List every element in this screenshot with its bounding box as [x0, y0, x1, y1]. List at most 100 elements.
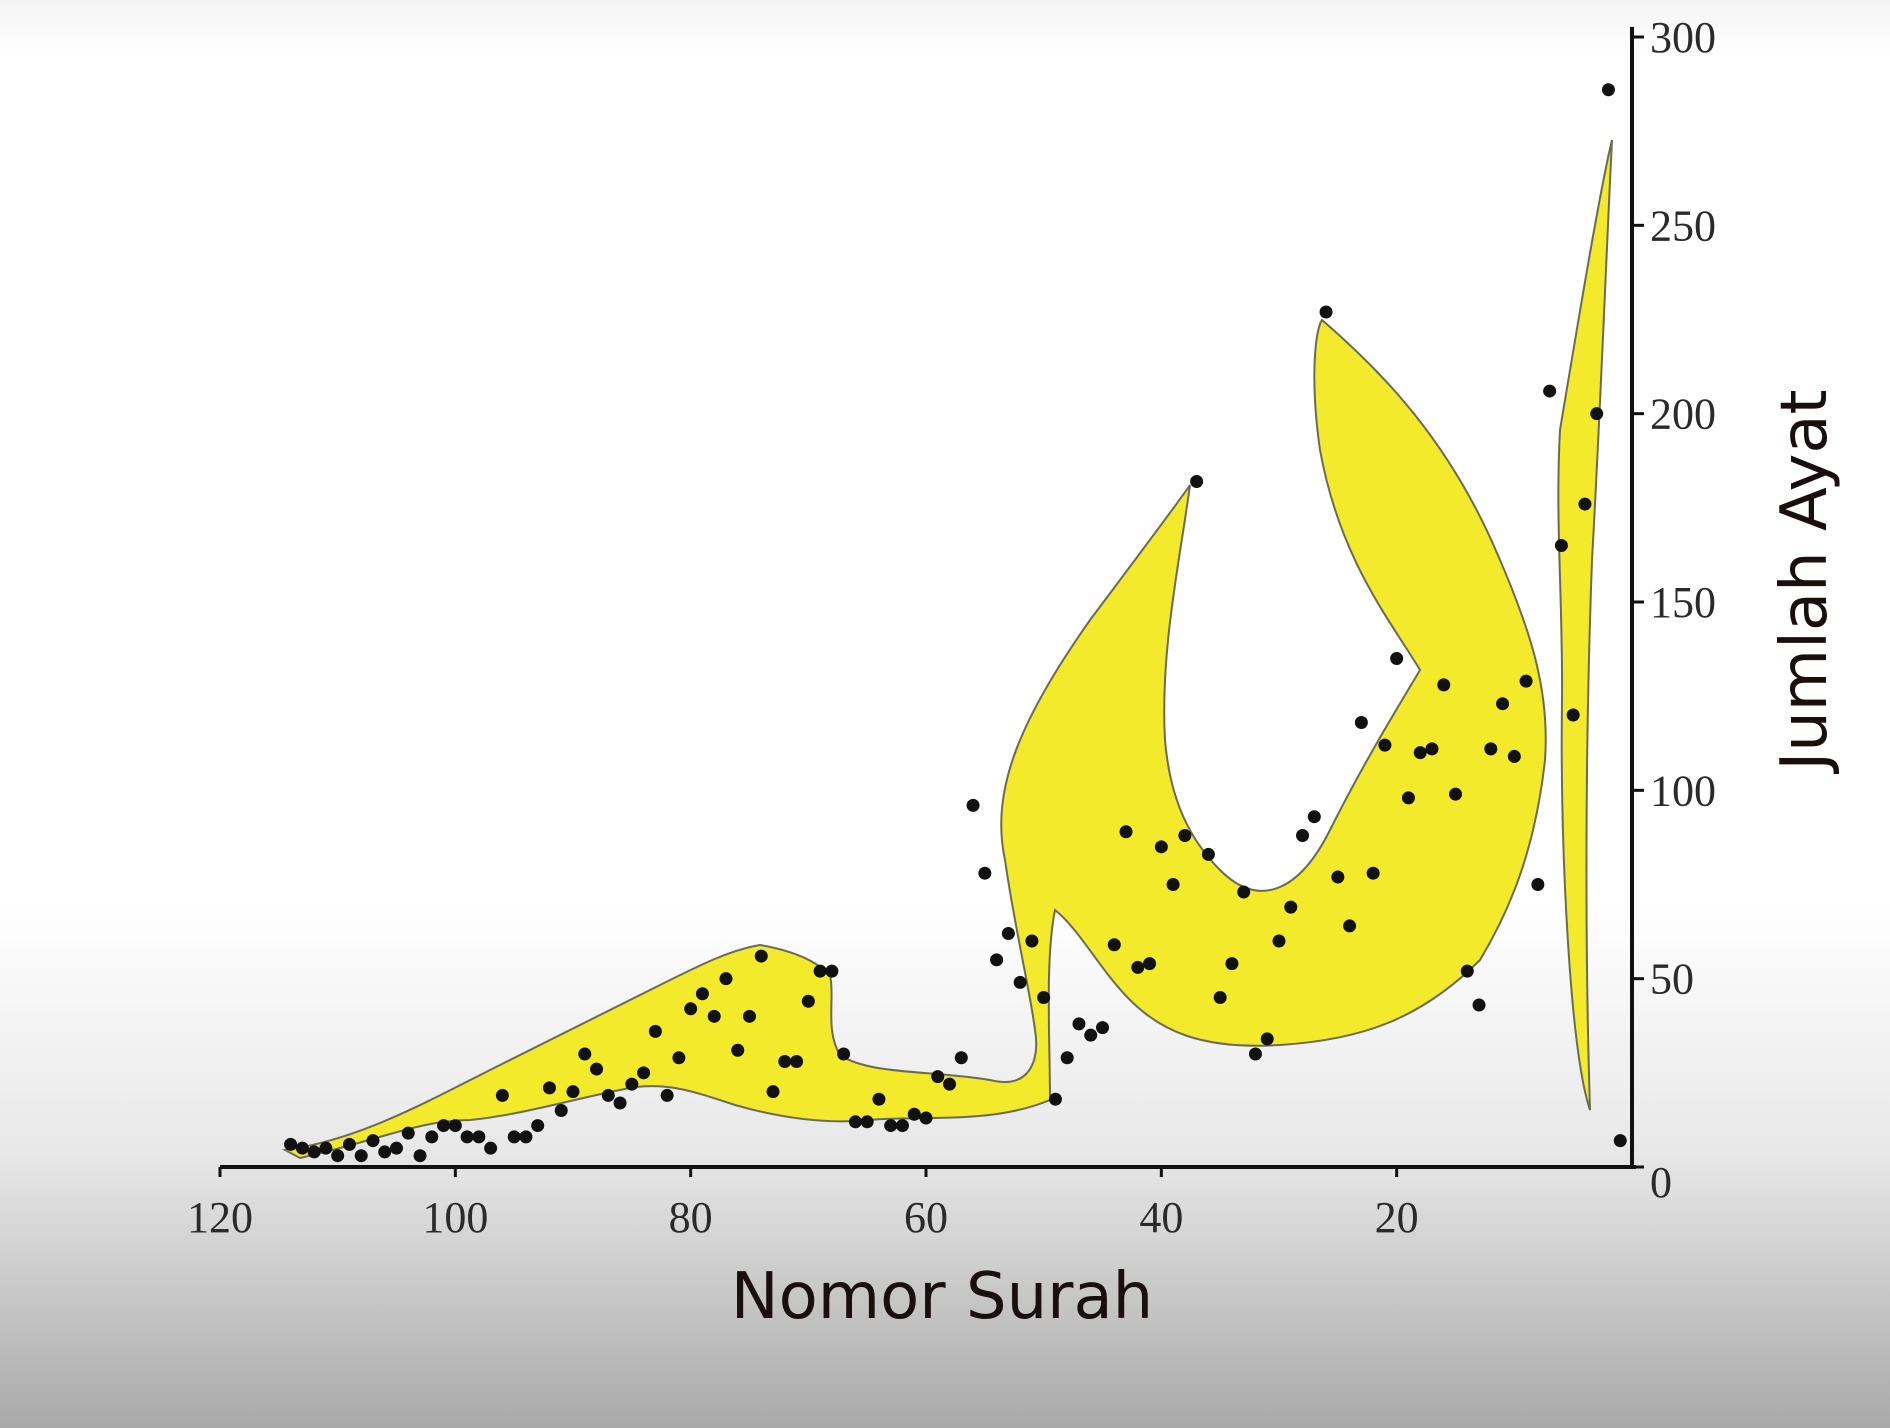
data-point [1096, 1021, 1109, 1035]
data-point [413, 1149, 427, 1163]
data-point [695, 987, 709, 1001]
data-point [1601, 83, 1615, 97]
y-tick-label: 0 [1650, 1158, 1672, 1207]
data-point [625, 1077, 639, 1091]
data-point [319, 1141, 333, 1155]
data-point [1378, 738, 1392, 752]
data-point [1449, 787, 1462, 801]
data-point [872, 1092, 886, 1106]
data-point [754, 949, 768, 963]
data-point [1013, 975, 1027, 989]
data-point [978, 866, 992, 880]
data-point [778, 1055, 792, 1069]
data-point [378, 1145, 392, 1159]
data-point [1307, 810, 1321, 824]
y-tick-label: 50 [1650, 955, 1694, 1004]
x-tick-label: 60 [904, 1193, 948, 1242]
calligraphy-fill-shape-2 [1557, 139, 1613, 1111]
data-point [566, 1085, 580, 1099]
data-point [1037, 991, 1051, 1004]
data-point [1390, 652, 1404, 665]
data-point [848, 1115, 862, 1129]
data-point [1284, 900, 1298, 914]
data-point [307, 1145, 321, 1159]
data-point [1048, 1092, 1062, 1106]
y-tick-label: 300 [1650, 13, 1716, 62]
data-point [1472, 998, 1486, 1012]
data-point [1437, 678, 1451, 692]
y-tick-label: 250 [1650, 201, 1716, 250]
data-point [801, 994, 815, 1008]
x-tick-label: 100 [422, 1193, 488, 1242]
data-point [743, 1009, 756, 1023]
data-point [1060, 1051, 1074, 1065]
data-point [1519, 674, 1533, 688]
data-point [672, 1051, 686, 1065]
data-point [719, 972, 733, 986]
axes [218, 27, 1644, 1177]
data-point [448, 1119, 462, 1133]
data-point [1343, 919, 1357, 933]
data-point [1366, 866, 1380, 880]
y-tick-label: 200 [1650, 390, 1716, 439]
data-point [519, 1130, 533, 1144]
data-point [390, 1141, 403, 1155]
y-axis-title: Jumlah Ayat [1768, 389, 1842, 774]
data-point [1107, 938, 1121, 952]
data-point [1460, 964, 1474, 978]
x-tick-label: 40 [1139, 1193, 1183, 1242]
data-point [1072, 1017, 1086, 1031]
data-point [1425, 742, 1439, 756]
data-point [1190, 474, 1204, 488]
data-point [1166, 878, 1180, 891]
data-point [366, 1134, 380, 1148]
data-point [919, 1111, 933, 1125]
data-point [1484, 742, 1498, 756]
data-point [660, 1088, 674, 1102]
data-point [342, 1137, 356, 1151]
data-point [990, 953, 1004, 967]
data-point [1578, 497, 1592, 511]
data-point [507, 1130, 521, 1144]
data-point [1260, 1032, 1274, 1046]
data-point [331, 1149, 345, 1163]
data-point [1354, 716, 1368, 730]
data-point [1272, 934, 1286, 948]
data-point [1154, 840, 1168, 854]
y-tick-label: 100 [1650, 766, 1716, 815]
data-point [954, 1051, 968, 1065]
data-point [1554, 539, 1568, 552]
calligraphy-fill-shape-1 [281, 318, 1547, 1160]
data-point [472, 1130, 486, 1144]
data-point [1201, 847, 1215, 861]
data-point [707, 1009, 721, 1023]
data-point [1531, 878, 1545, 891]
data-point [613, 1096, 627, 1110]
x-axis-title: Nomor Surah [731, 1260, 1153, 1334]
data-point [884, 1119, 898, 1133]
data-point [1296, 829, 1310, 843]
data-point [966, 798, 980, 812]
data-point [648, 1024, 662, 1038]
data-point [1319, 305, 1333, 319]
data-point [437, 1119, 451, 1133]
data-point [1084, 1028, 1098, 1042]
data-point [1507, 749, 1521, 763]
data-points [284, 83, 1627, 1163]
data-point [1590, 407, 1604, 421]
data-point [495, 1088, 509, 1102]
data-point [578, 1047, 592, 1061]
data-point [354, 1149, 368, 1163]
data-point [1413, 746, 1427, 760]
data-point [484, 1141, 498, 1155]
data-point [1237, 885, 1251, 899]
data-point [637, 1066, 651, 1080]
data-point [1331, 870, 1345, 884]
data-point [895, 1119, 909, 1133]
data-point [1248, 1047, 1262, 1061]
y-tick-label: 150 [1650, 578, 1716, 627]
data-point [1496, 697, 1510, 711]
data-point [590, 1062, 604, 1076]
